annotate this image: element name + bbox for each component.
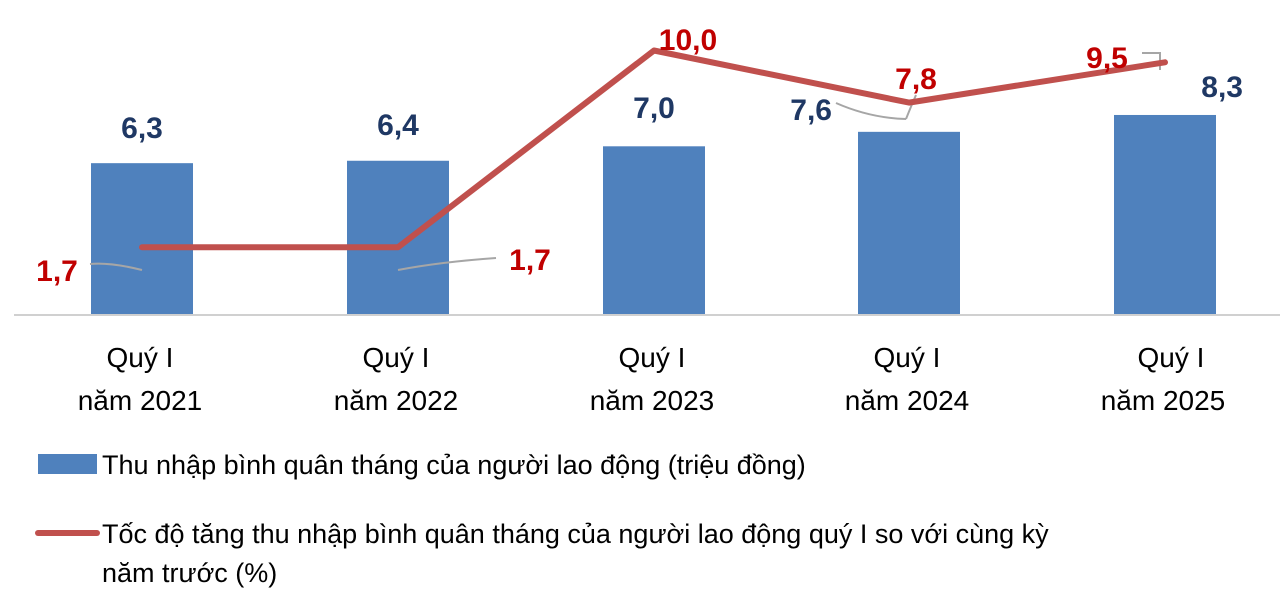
rate-value-label-0: 1,7 [36, 255, 78, 288]
x-tick-label-line1-0: Quý I [107, 342, 174, 373]
rate-value-label-4: 9,5 [1086, 42, 1128, 75]
rate-value-label-2: 10,0 [659, 24, 717, 57]
leader-line-3 [905, 94, 917, 120]
bar-value-label-2: 7,0 [633, 92, 675, 125]
x-tick-label-line2-1: năm 2022 [334, 385, 459, 416]
x-tick-labels-group: Quý I năm 2021 Quý I năm 2022 Quý I năm 2023 Q… [78, 342, 1226, 416]
rate-series-line [139, 47, 1168, 251]
leader-lines-group [89, 52, 1161, 271]
leader-line-1 [397, 257, 497, 271]
bar-labels-group: 6,3 6,4 7,0 7,6 8,3 [121, 71, 1243, 145]
legend-label-line-1: Tốc độ tăng thu nhập bình quân tháng của… [102, 519, 1049, 549]
bar-value-label-4: 8,3 [1201, 71, 1243, 104]
x-tick-label-line2-4: năm 2025 [1101, 385, 1226, 416]
x-tick-label-line1-2: Quý I [619, 342, 686, 373]
bar-3 [858, 131, 960, 315]
line-labels-group: 1,7 1,7 10,0 7,8 9,5 [36, 24, 1128, 288]
x-tick-label-line2-3: năm 2024 [845, 385, 970, 416]
leader-line-2 [835, 102, 907, 120]
x-tick-label-line1-1: Quý I [363, 342, 430, 373]
leader-line-0 [89, 262, 143, 271]
legend: Thu nhập bình quân tháng của người lao đ… [35, 450, 1049, 588]
x-tick-label-line2-2: năm 2023 [590, 385, 715, 416]
bar-value-label-1: 6,4 [377, 109, 419, 142]
legend-label-line-2: năm trước (%) [102, 558, 277, 588]
bar-4 [1114, 114, 1216, 315]
bar-1 [347, 160, 449, 315]
bar-value-label-0: 6,3 [121, 112, 163, 145]
bar-0 [91, 163, 193, 315]
bars-group [91, 114, 1216, 315]
rate-value-label-3: 7,8 [895, 63, 937, 96]
legend-label-bar: Thu nhập bình quân tháng của người lao đ… [102, 450, 806, 480]
x-tick-label-line1-3: Quý I [874, 342, 941, 373]
bar-2 [603, 146, 705, 315]
bar-value-label-3: 7,6 [790, 94, 832, 127]
rate-value-label-1: 1,7 [509, 244, 551, 277]
legend-swatch-bar [38, 454, 97, 474]
x-tick-label-line2-0: năm 2021 [78, 385, 203, 416]
x-tick-label-line1-4: Quý I [1138, 342, 1205, 373]
